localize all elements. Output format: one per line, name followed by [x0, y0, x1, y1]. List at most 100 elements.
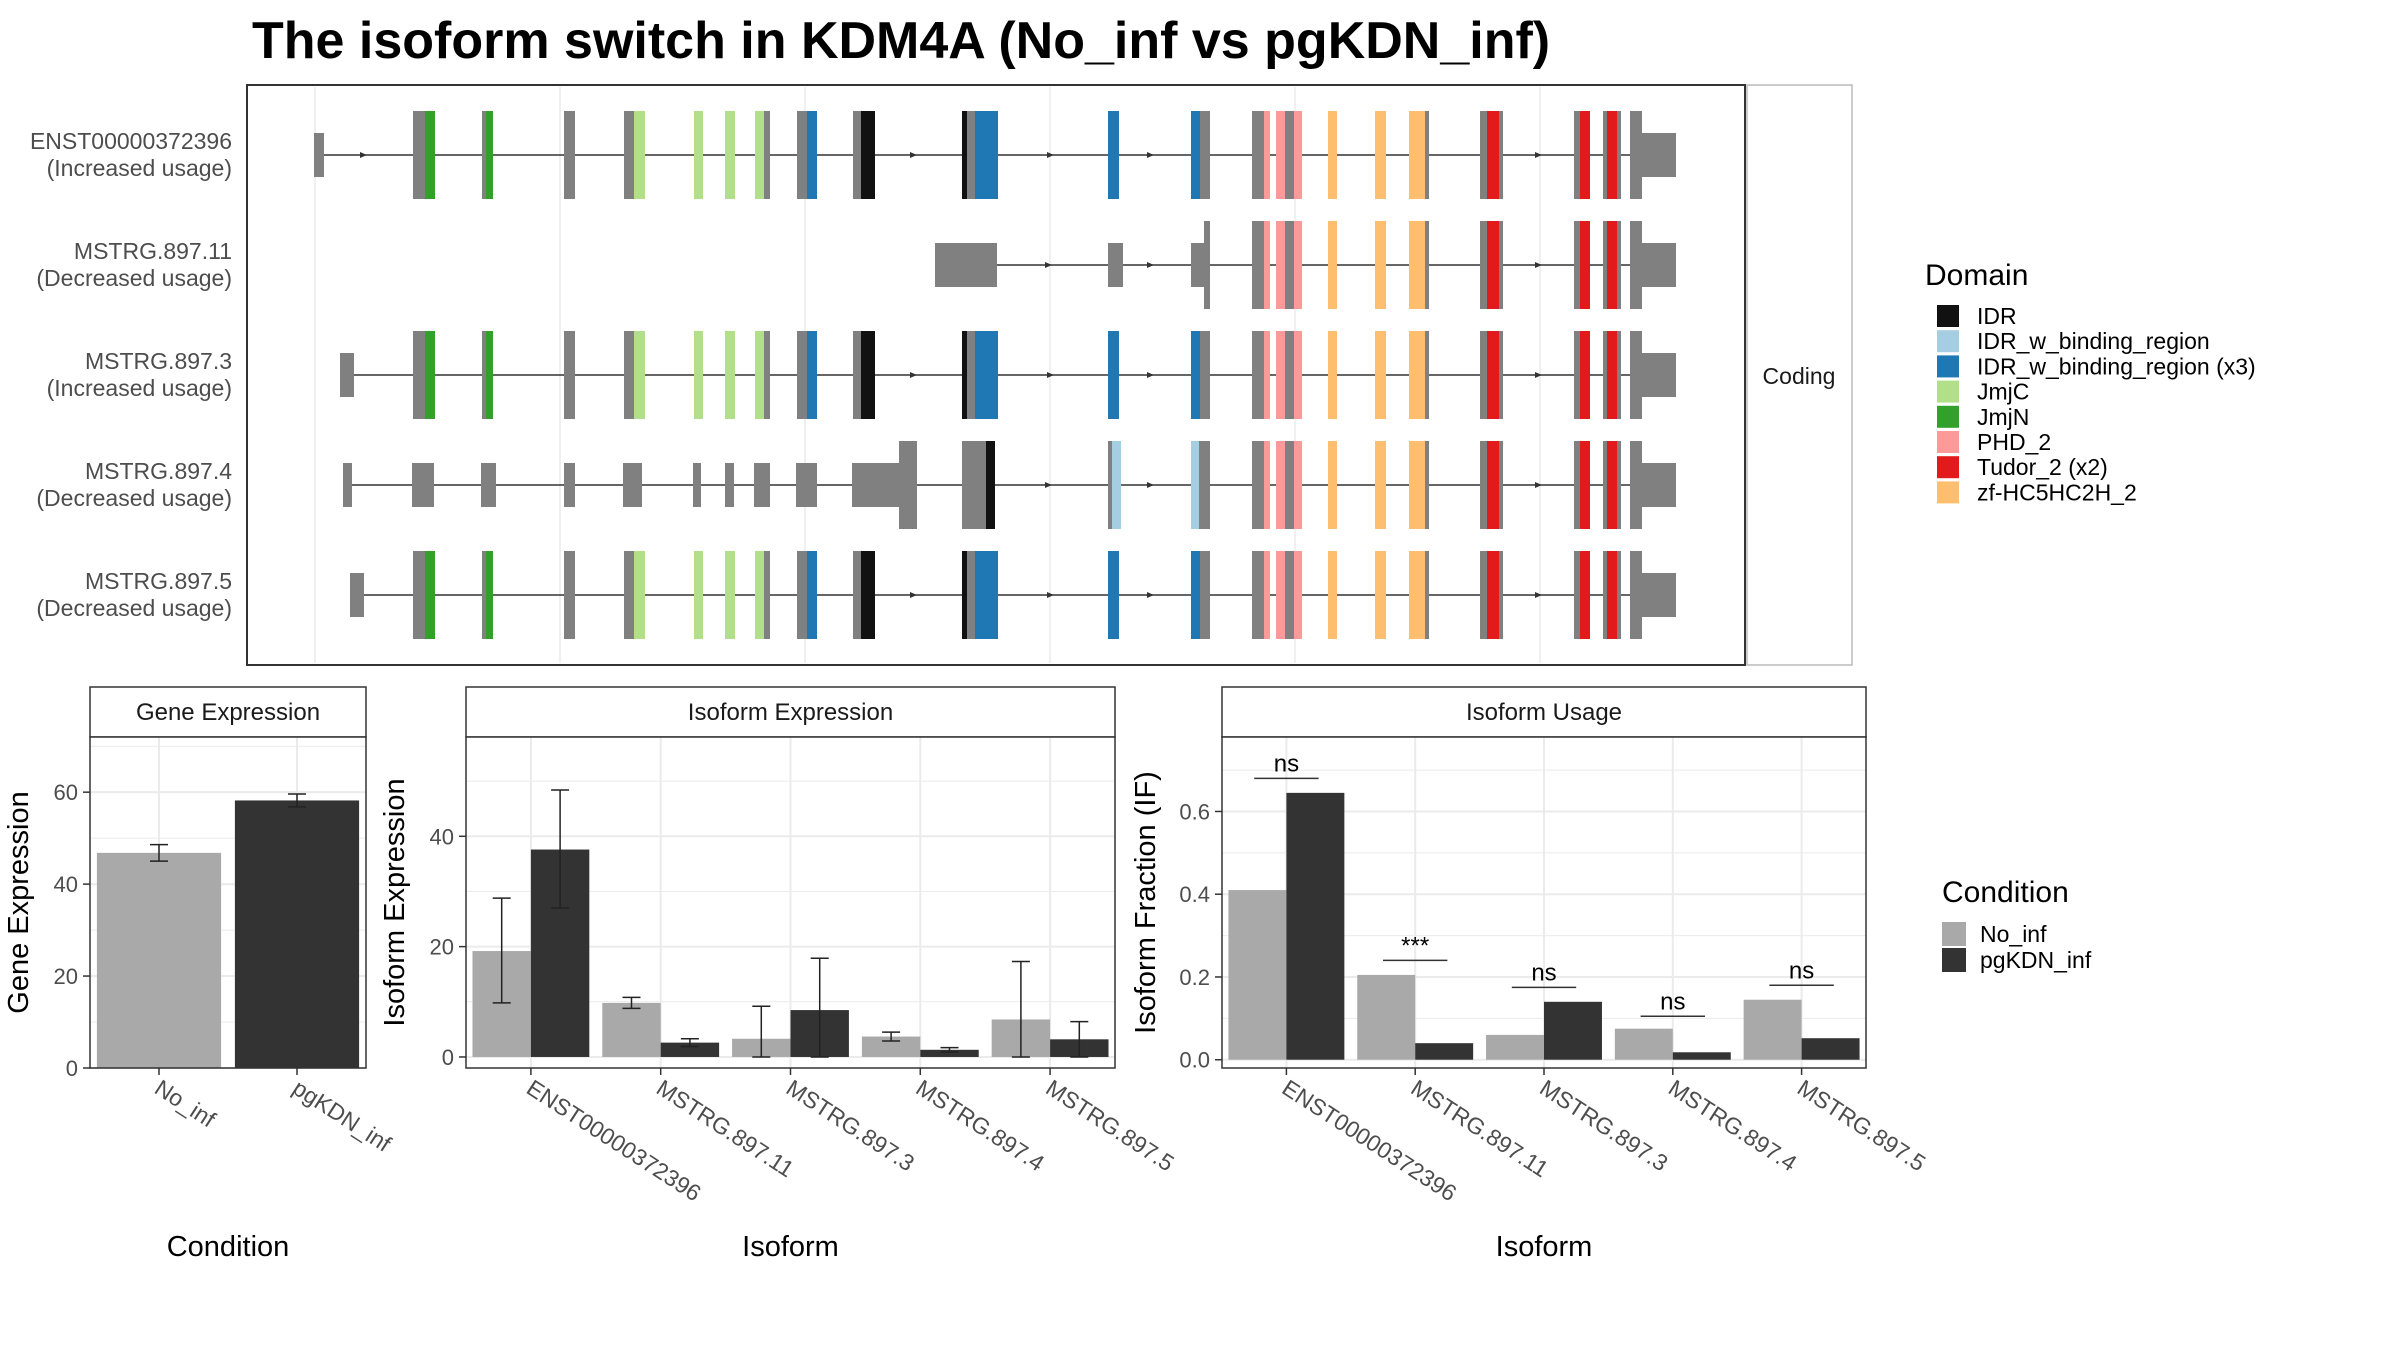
exon-block [725, 463, 734, 507]
error-bar [680, 1038, 699, 1048]
exon-block [861, 331, 875, 419]
exon-block [413, 111, 425, 199]
x-axis-title: Isoform [1496, 1231, 1593, 1263]
strand-arrow [1045, 262, 1052, 268]
exon-block [486, 331, 493, 419]
chart-strip [1221, 686, 1867, 738]
error-bar [1011, 960, 1030, 1058]
exon-block [1276, 111, 1285, 199]
exon-block [1204, 221, 1210, 309]
strand-arrow [910, 592, 917, 598]
isoform-usage-chart: Isoform Usagens***nsnsns0.00.20.40.6ENST… [1130, 686, 1930, 1263]
exon-block [1617, 551, 1621, 639]
exon-block [1499, 111, 1503, 199]
exon-block [725, 551, 735, 639]
exon-block [1425, 111, 1429, 199]
exon-block [935, 243, 997, 287]
bars [96, 793, 360, 1068]
chart-title: Isoform Usage [1466, 699, 1622, 726]
y-tick-label: 0 [442, 1045, 454, 1070]
y-tick-label: 20 [54, 964, 78, 989]
exon-block [754, 463, 770, 507]
exon-block [1574, 441, 1580, 529]
bar [1486, 1034, 1544, 1060]
exon-block [1285, 551, 1294, 639]
exon-block [975, 331, 998, 419]
exon-block [481, 463, 496, 507]
exon-block [624, 331, 634, 419]
exon-block [725, 111, 735, 199]
exon-block [807, 111, 817, 199]
exon-block [564, 551, 575, 639]
exon-block [1264, 111, 1270, 199]
exon-block [1607, 111, 1617, 199]
y-tick-label: 0 [66, 1056, 78, 1081]
structure-tracks [314, 111, 1676, 639]
exon-block [975, 111, 998, 199]
error-bar [810, 957, 829, 1058]
exon-block [412, 463, 434, 507]
exon-block [1480, 551, 1487, 639]
bar [1228, 890, 1287, 1060]
exon-block [1607, 441, 1617, 529]
exon-block [694, 111, 703, 199]
exon-block [1409, 111, 1425, 199]
exon-block [962, 441, 986, 529]
exon-block [1294, 551, 1302, 639]
strand-arrow [1047, 152, 1054, 158]
y-tick-label: 0.4 [1179, 882, 1210, 907]
exon-block [967, 551, 975, 639]
plot-border [89, 736, 367, 1069]
exon-block [1264, 441, 1270, 529]
x-tick-label: MSTRG.897.3 [782, 1074, 919, 1176]
exon-block [1630, 551, 1642, 639]
x-axis-title: Isoform [742, 1231, 839, 1263]
exon-block [343, 463, 352, 507]
exon-block [796, 463, 817, 507]
exon-block [564, 463, 575, 507]
exon-block [350, 573, 364, 617]
exon-block [1328, 331, 1337, 419]
domain-legend-swatch [1937, 456, 1959, 479]
exon-block [482, 331, 486, 419]
exon-block [1617, 111, 1621, 199]
significance-label: ns [1274, 750, 1299, 777]
x-tick-label: MSTRG.897.3 [1535, 1074, 1672, 1176]
exon-block [1425, 551, 1429, 639]
exon-block [853, 111, 861, 199]
condition-legend-label: No_inf [1980, 921, 2047, 947]
isoform-name-label: MSTRG.897.5 [85, 568, 232, 594]
exon-block [486, 551, 493, 639]
exon-block [1487, 441, 1499, 529]
exon-block [1603, 551, 1607, 639]
exon-block [1328, 551, 1337, 639]
exon-block [1108, 111, 1119, 199]
exon-block [413, 551, 425, 639]
y-tick-label: 40 [430, 824, 454, 849]
exon-block [425, 331, 435, 419]
exon-block [1409, 331, 1425, 419]
strand-arrow [1535, 262, 1542, 268]
isoform-usage-label: (Decreased usage) [36, 485, 232, 511]
bar [1801, 1038, 1860, 1060]
exon-block [1252, 331, 1264, 419]
exon-block [1328, 441, 1337, 529]
strand-arrow [1147, 372, 1154, 378]
exon-block [1574, 221, 1580, 309]
domain-legend-swatch [1937, 380, 1959, 403]
exon-block [1200, 551, 1210, 639]
exon-block [962, 551, 967, 639]
exon-block [1108, 551, 1119, 639]
transcript-track [935, 221, 1676, 309]
exon-block [1480, 111, 1487, 199]
transcript-track [340, 331, 1676, 419]
bar [1286, 792, 1345, 1060]
error-bar [288, 793, 306, 808]
exon-block [1603, 111, 1607, 199]
exon-block [1252, 111, 1264, 199]
exon-block [1191, 551, 1200, 639]
exon-block [853, 331, 861, 419]
domain-legend-label: IDR [1977, 303, 2017, 329]
exon-block [1409, 441, 1425, 529]
